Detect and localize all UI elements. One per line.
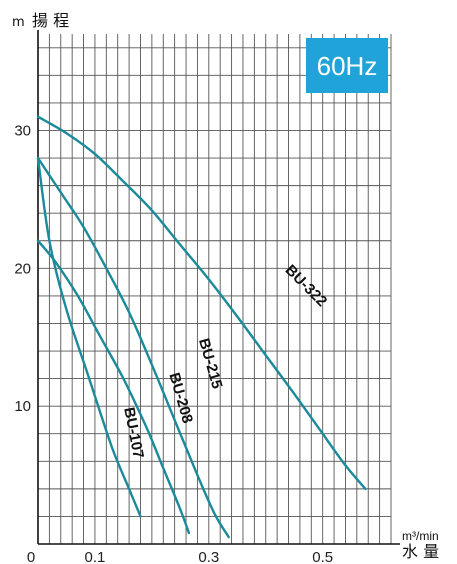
y-axis-title: 揚 程 — [32, 11, 69, 30]
y-tick-label: 30 — [14, 122, 31, 139]
x-unit-label: m³/min — [402, 529, 439, 543]
x-tick-label: 0.3 — [198, 549, 219, 564]
x-tick-label: 0.5 — [312, 549, 333, 564]
x-axis-title: 水 量 — [402, 542, 439, 561]
curves — [36, 115, 367, 539]
curve-bu-322 — [36, 115, 367, 491]
curve-bu-107 — [36, 156, 142, 518]
y-tick-label: 10 — [14, 398, 31, 415]
grid — [38, 34, 392, 544]
curve-bu-215 — [36, 156, 230, 539]
y-unit-label: m — [12, 15, 25, 30]
y-tick-label: 20 — [14, 260, 31, 277]
x-tick-label: 0 — [27, 549, 35, 564]
frequency-badge — [306, 38, 388, 93]
x-tick-label: 0.1 — [85, 549, 106, 564]
tick-labels: 0 0.1 0.3 0.5 10 20 30 — [14, 122, 333, 564]
curve-bu-208 — [36, 239, 191, 535]
frequency-badge-text: 60Hz — [317, 51, 378, 81]
